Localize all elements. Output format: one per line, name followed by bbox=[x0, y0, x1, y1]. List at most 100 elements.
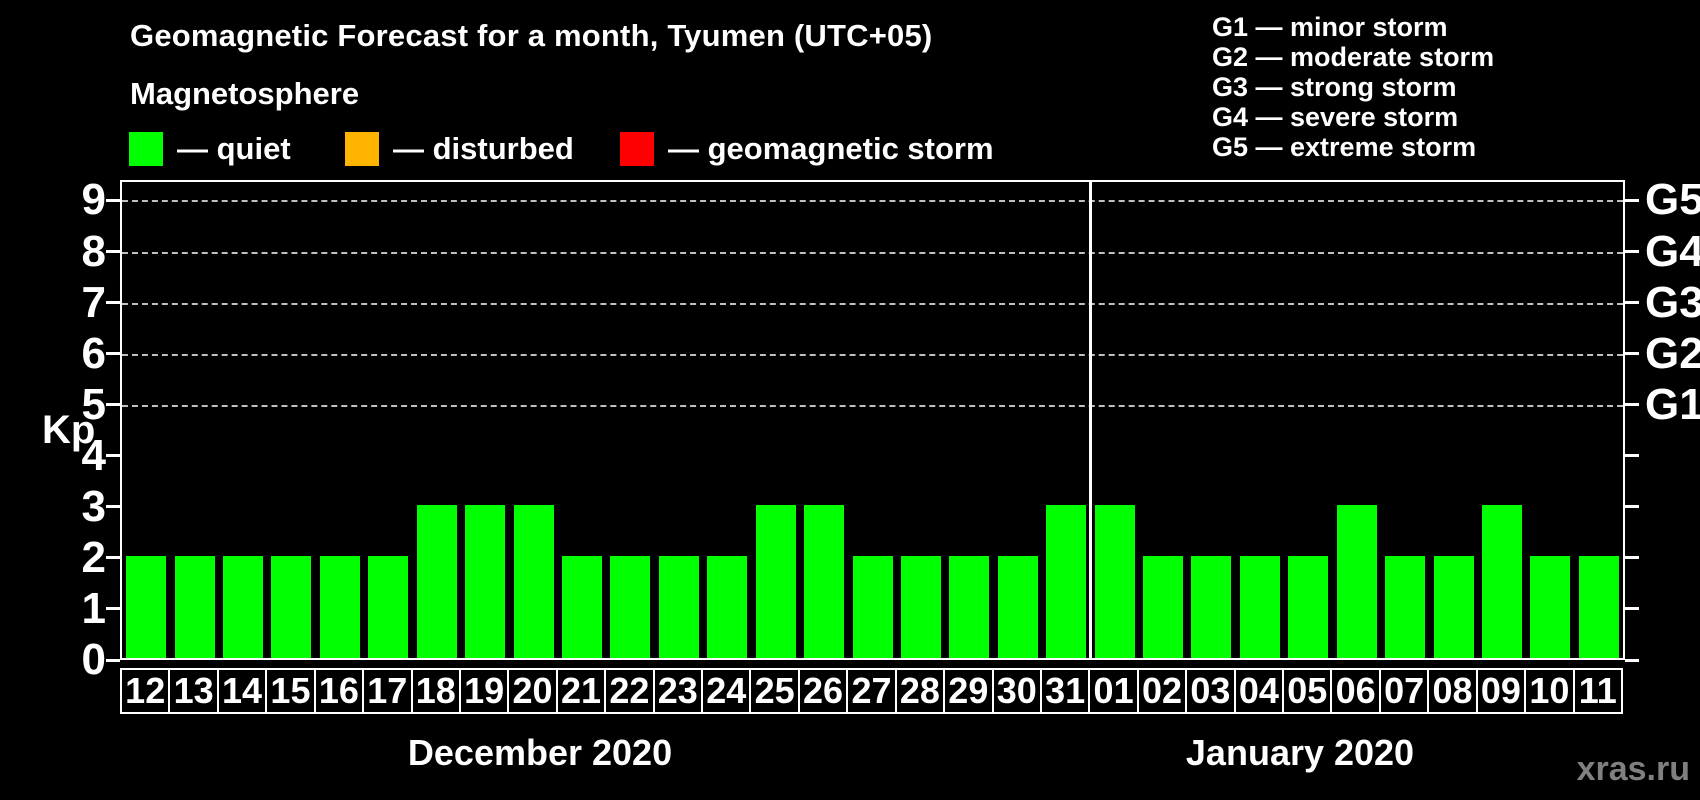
day-label-26: 26 bbox=[797, 668, 849, 714]
day-label-02: 02 bbox=[1136, 668, 1188, 714]
y-tick-left-6 bbox=[106, 352, 120, 356]
gridline-kp9 bbox=[122, 200, 1623, 203]
y-tick-left-1 bbox=[106, 607, 120, 611]
day-label-12: 12 bbox=[120, 668, 171, 714]
legend-item-disturbed: — disturbed bbox=[345, 130, 574, 168]
kp-bar-day-17 bbox=[368, 555, 409, 658]
kp-bar-day-07 bbox=[1385, 555, 1426, 658]
kp-bar-day-05 bbox=[1288, 555, 1329, 658]
kp-bar-day-20 bbox=[513, 504, 554, 658]
page-title: Geomagnetic Forecast for a month, Tyumen… bbox=[130, 18, 933, 53]
y-tick-label-1: 1 bbox=[81, 583, 106, 633]
day-label-09: 09 bbox=[1475, 668, 1527, 714]
gridline-kp5 bbox=[122, 404, 1623, 407]
legend-item-label: — quiet bbox=[177, 131, 291, 166]
y-tick-label-0: 0 bbox=[81, 635, 106, 684]
kp-bar-day-21 bbox=[561, 555, 602, 658]
day-label-07: 07 bbox=[1378, 668, 1430, 714]
plot-area bbox=[120, 180, 1625, 660]
kp-bar-day-29 bbox=[949, 555, 990, 658]
watermark: xras.ru bbox=[1576, 750, 1690, 788]
y-tick-label-9: 9 bbox=[81, 175, 106, 225]
y-tick-right-0 bbox=[1625, 658, 1639, 662]
kp-bar-day-09 bbox=[1481, 504, 1522, 658]
g-level-label-g4: G4 bbox=[1645, 226, 1700, 276]
day-label-21: 21 bbox=[555, 668, 607, 714]
kp-bar-day-04 bbox=[1239, 555, 1280, 658]
y-tick-label-5: 5 bbox=[81, 379, 106, 429]
kp-bar-day-18 bbox=[416, 504, 457, 658]
g-level-label-g5: G5 bbox=[1645, 175, 1700, 225]
gridline-kp6 bbox=[122, 353, 1623, 356]
month-label-december: December 2020 bbox=[407, 732, 673, 773]
kp-bar-day-08 bbox=[1433, 555, 1474, 658]
day-label-16: 16 bbox=[313, 668, 365, 714]
day-label-08: 08 bbox=[1427, 668, 1478, 714]
legend-item-label: — geomagnetic storm bbox=[668, 131, 994, 166]
day-label-04: 04 bbox=[1233, 668, 1285, 714]
day-label-24: 24 bbox=[701, 668, 752, 714]
y-tick-label-2: 2 bbox=[81, 532, 106, 582]
day-label-23: 23 bbox=[652, 668, 704, 714]
day-label-25: 25 bbox=[749, 668, 800, 714]
magnetosphere-label: Magnetosphere bbox=[130, 76, 360, 111]
kp-bar-day-30 bbox=[997, 555, 1038, 658]
day-label-03: 03 bbox=[1185, 668, 1236, 714]
kp-bar-day-03 bbox=[1191, 555, 1232, 658]
y-tick-right-6 bbox=[1625, 352, 1639, 356]
y-tick-left-8 bbox=[106, 250, 120, 254]
month-divider bbox=[1088, 182, 1092, 658]
day-label-27: 27 bbox=[846, 668, 897, 714]
g-legend-line-2: G2 — moderate storm bbox=[1212, 42, 1495, 72]
day-label-17: 17 bbox=[362, 668, 413, 714]
kp-bar-day-19 bbox=[465, 504, 506, 658]
y-tick-right-3 bbox=[1625, 505, 1639, 509]
day-label-01: 01 bbox=[1088, 668, 1139, 714]
kp-bar-day-23 bbox=[658, 555, 699, 658]
g-level-label-g1: G1 bbox=[1645, 379, 1700, 429]
day-label-10: 10 bbox=[1524, 668, 1575, 714]
day-label-14: 14 bbox=[216, 668, 268, 714]
g-level-label-g3: G3 bbox=[1645, 277, 1700, 327]
y-tick-label-8: 8 bbox=[81, 226, 106, 276]
geomagnetic-storm-color-swatch bbox=[620, 132, 654, 166]
g-legend-line-5: G5 — extreme storm bbox=[1212, 132, 1477, 162]
day-label-06: 06 bbox=[1330, 668, 1381, 714]
kp-bar-day-02 bbox=[1143, 555, 1184, 658]
kp-bar-day-11 bbox=[1578, 555, 1619, 658]
y-tick-right-7 bbox=[1625, 301, 1639, 305]
y-tick-label-7: 7 bbox=[81, 277, 106, 327]
legend-item-quiet: — quiet bbox=[129, 130, 291, 168]
kp-axis-label: Kp bbox=[42, 408, 96, 452]
day-label-20: 20 bbox=[507, 668, 558, 714]
y-tick-left-4 bbox=[106, 454, 120, 458]
kp-bar-day-12 bbox=[126, 555, 167, 658]
g-scale-legend: G1 — minor storm G2 — moderate storm G3 — … bbox=[1212, 12, 1494, 162]
month-label-january: January 2020 bbox=[1185, 732, 1415, 773]
legend-item-label: — disturbed bbox=[393, 131, 574, 166]
kp-bar-day-15 bbox=[271, 555, 312, 658]
day-label-11: 11 bbox=[1572, 668, 1623, 714]
y-tick-right-9 bbox=[1625, 198, 1639, 202]
quiet-color-swatch bbox=[129, 132, 163, 166]
kp-bar-day-24 bbox=[707, 555, 748, 658]
day-label-13: 13 bbox=[168, 668, 219, 714]
legend-item-geomagnetic-storm: — geomagnetic storm bbox=[620, 130, 994, 168]
day-label-30: 30 bbox=[991, 668, 1042, 714]
kp-bar-day-28 bbox=[900, 555, 941, 658]
gridline-kp7 bbox=[122, 302, 1623, 305]
kp-bar-day-10 bbox=[1530, 555, 1571, 658]
y-tick-label-6: 6 bbox=[81, 328, 106, 378]
disturbed-color-swatch bbox=[345, 132, 379, 166]
y-tick-right-1 bbox=[1625, 607, 1639, 611]
kp-bar-day-26 bbox=[804, 504, 845, 658]
kp-bar-day-31 bbox=[1046, 504, 1087, 658]
day-label-19: 19 bbox=[458, 668, 510, 714]
kp-bar-day-14 bbox=[223, 555, 264, 658]
day-label-22: 22 bbox=[604, 668, 655, 714]
day-label-31: 31 bbox=[1039, 668, 1091, 714]
day-label-28: 28 bbox=[894, 668, 946, 714]
y-tick-right-5 bbox=[1625, 403, 1639, 407]
y-tick-label-4: 4 bbox=[81, 430, 106, 480]
